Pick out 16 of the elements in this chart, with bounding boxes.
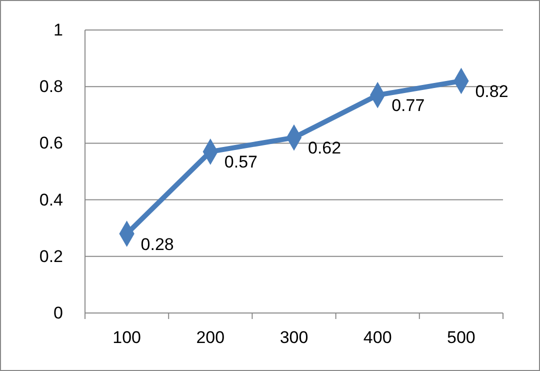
y-tick-label: 0.4 bbox=[39, 190, 63, 210]
x-tick-label: 200 bbox=[196, 328, 225, 348]
data-label: 0.82 bbox=[475, 82, 508, 101]
data-label: 0.77 bbox=[392, 96, 425, 116]
x-tick-label: 500 bbox=[447, 328, 476, 348]
y-tick-label: 0.8 bbox=[39, 77, 63, 96]
y-tick-label: 1 bbox=[54, 20, 63, 40]
data-label: 0.62 bbox=[308, 138, 342, 158]
x-tick-label: 400 bbox=[363, 328, 392, 348]
y-tick-label: 0.2 bbox=[39, 246, 63, 266]
data-label: 0.28 bbox=[140, 234, 174, 254]
y-tick-label: 0 bbox=[54, 303, 63, 322]
y-tick-label: 0.6 bbox=[39, 134, 63, 153]
data-label: 0.57 bbox=[224, 152, 258, 172]
x-tick-label: 100 bbox=[112, 328, 141, 348]
x-tick-label: 300 bbox=[280, 328, 308, 348]
